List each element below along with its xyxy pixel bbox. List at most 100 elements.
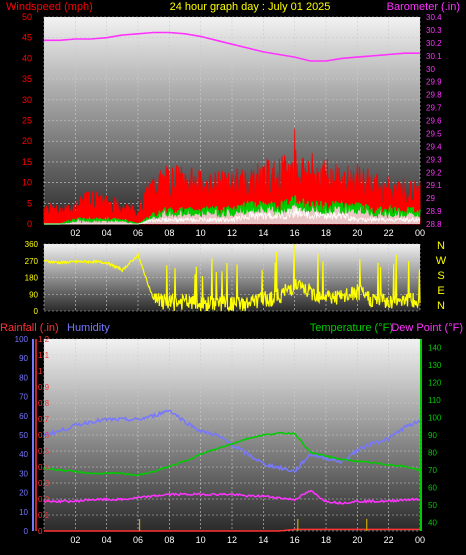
dewpoint-axis-title: Dew Point (°F) xyxy=(391,322,463,334)
wind-y-tick-label: 35 xyxy=(22,74,32,84)
x-tick-label: 20 xyxy=(352,535,362,545)
barometer-axis-title: Barometer (.in) xyxy=(387,1,460,13)
x-tick-label: 06 xyxy=(133,535,143,545)
barometer-y-tick-label: 29.2 xyxy=(426,168,442,177)
x-tick-label: 16 xyxy=(290,228,300,238)
barometer-y-tick-label: 29.1 xyxy=(426,181,442,190)
x-tick-label: 14 xyxy=(258,535,268,545)
barometer-y-tick-label: 30.3 xyxy=(426,26,442,35)
barometer-y-tick-label: 28.9 xyxy=(426,207,442,216)
humidity-y-tick-label: 50 xyxy=(19,431,28,440)
barometer-y-tick-label: 29.8 xyxy=(426,91,442,100)
wind-y-tick-label: 25 xyxy=(22,116,32,126)
temperature-axis-title: Temperature (°F) xyxy=(310,322,393,334)
x-tick-label: 04 xyxy=(102,228,112,238)
rainfall-y-tick-label: 0.5 xyxy=(38,447,50,456)
barometer-y-tick-label: 29.4 xyxy=(426,142,442,151)
direction-y-tick-label: 180 xyxy=(25,274,39,283)
barometer-y-tick-label: 29.3 xyxy=(426,155,442,164)
humidity-y-tick-label: 60 xyxy=(19,412,28,421)
rainfall-y-tick-label: 1 xyxy=(38,367,43,376)
x-tick-label: 18 xyxy=(321,228,331,238)
humidity-y-tick-label: 0 xyxy=(24,527,29,536)
wind-y-tick-label: 45 xyxy=(22,33,32,43)
rainfall-axis-title: Rainfall (.in) xyxy=(0,322,59,334)
rainfall-y-tick-label: 0.8 xyxy=(38,399,50,408)
compass-label: E xyxy=(437,285,444,297)
humidity-y-tick-label: 100 xyxy=(15,335,29,344)
x-tick-label: 22 xyxy=(384,228,394,238)
direction-y-tick-label: 0 xyxy=(34,307,39,316)
direction-y-tick-label: 270 xyxy=(25,257,39,266)
barometer-y-tick-label: 29 xyxy=(426,194,435,203)
x-tick-label: 00 xyxy=(415,535,425,545)
temperature-y-tick-label: 130 xyxy=(428,361,442,370)
barometer-y-tick-label: 30.2 xyxy=(426,39,442,48)
rainfall-y-tick-label: 0.4 xyxy=(38,463,50,472)
barometer-y-tick-label: 30.1 xyxy=(426,52,442,61)
wind-y-tick-label: 50 xyxy=(22,12,32,22)
temperature-y-tick-label: 90 xyxy=(428,431,437,440)
barometer-y-tick-label: 29.9 xyxy=(426,78,442,87)
temperature-y-tick-label: 120 xyxy=(428,379,442,388)
x-tick-label: 02 xyxy=(70,535,80,545)
wind-y-tick-label: 5 xyxy=(27,198,32,208)
x-tick-label: 12 xyxy=(227,228,237,238)
barometer-y-tick-label: 28.8 xyxy=(426,220,442,229)
barometer-y-tick-label: 29.6 xyxy=(426,117,442,126)
rainfall-y-tick-label: 0.7 xyxy=(38,415,50,424)
barometer-y-tick-label: 29.5 xyxy=(426,129,442,138)
x-tick-label: 18 xyxy=(321,535,331,545)
axes: 0510152025303540455028.828.92929.129.229… xyxy=(15,12,442,545)
compass-label: N xyxy=(437,240,445,252)
wind-y-tick-label: 20 xyxy=(22,136,32,146)
x-tick-label: 16 xyxy=(290,535,300,545)
wind-low-series xyxy=(44,206,421,225)
compass-label: N xyxy=(437,300,445,312)
direction-y-tick-label: 360 xyxy=(25,240,39,249)
x-tick-label: 10 xyxy=(196,228,206,238)
wind-series xyxy=(43,31,421,225)
barometer-y-tick-label: 29.7 xyxy=(426,104,442,113)
x-tick-label: 08 xyxy=(164,228,174,238)
temperature-y-tick-label: 140 xyxy=(428,344,442,353)
rainfall-y-tick-label: 0.9 xyxy=(38,383,50,392)
humidity-axis-title: Humidity xyxy=(67,322,110,334)
temperature-series xyxy=(43,409,421,532)
wind-y-tick-label: 10 xyxy=(22,178,32,188)
rainfall-y-tick-label: 0.1 xyxy=(38,511,50,520)
rainfall-y-tick-label: 0.3 xyxy=(38,479,50,488)
x-tick-label: 02 xyxy=(70,228,80,238)
graph-title: 24 hour graph day : July 01 2025 xyxy=(170,1,331,13)
barometer-y-tick-label: 30 xyxy=(426,65,435,74)
wind-direction-series xyxy=(43,243,421,313)
x-tick-label: 10 xyxy=(196,535,206,545)
wind-average-series xyxy=(44,195,421,225)
temperature-y-tick-label: 80 xyxy=(428,448,437,457)
x-tick-label: 00 xyxy=(415,228,425,238)
humidity-y-tick-label: 80 xyxy=(19,373,28,382)
direction-y-tick-label: 90 xyxy=(29,290,38,299)
x-tick-label: 14 xyxy=(258,228,268,238)
wind-y-tick-label: 0 xyxy=(27,219,32,229)
direction-series xyxy=(43,243,421,313)
wind-gust-series xyxy=(43,128,421,225)
x-tick-label: 20 xyxy=(352,228,362,238)
rainfall-series xyxy=(44,528,420,532)
rainfall-y-tick-label: 0.6 xyxy=(38,431,50,440)
humidity-y-tick-label: 10 xyxy=(19,508,28,517)
compass-label: W xyxy=(436,255,447,267)
dewpoint-series xyxy=(43,489,421,505)
humidity-y-tick-label: 90 xyxy=(19,354,28,363)
wind-y-tick-label: 15 xyxy=(22,157,32,167)
wind-y-tick-label: 30 xyxy=(22,95,32,105)
humidity-y-tick-label: 20 xyxy=(19,489,28,498)
temperature-y-tick-label: 110 xyxy=(428,396,441,405)
rainfall-y-tick-label: 1.2 xyxy=(38,335,50,344)
temperature-y-tick-label: 50 xyxy=(428,501,437,510)
rainfall-y-tick-label: 1.1 xyxy=(38,351,50,360)
barometer-y-tick-label: 30.4 xyxy=(426,13,442,22)
barometer-series xyxy=(44,31,420,62)
wind-y-tick-label: 40 xyxy=(22,53,32,63)
x-tick-label: 22 xyxy=(384,535,394,545)
